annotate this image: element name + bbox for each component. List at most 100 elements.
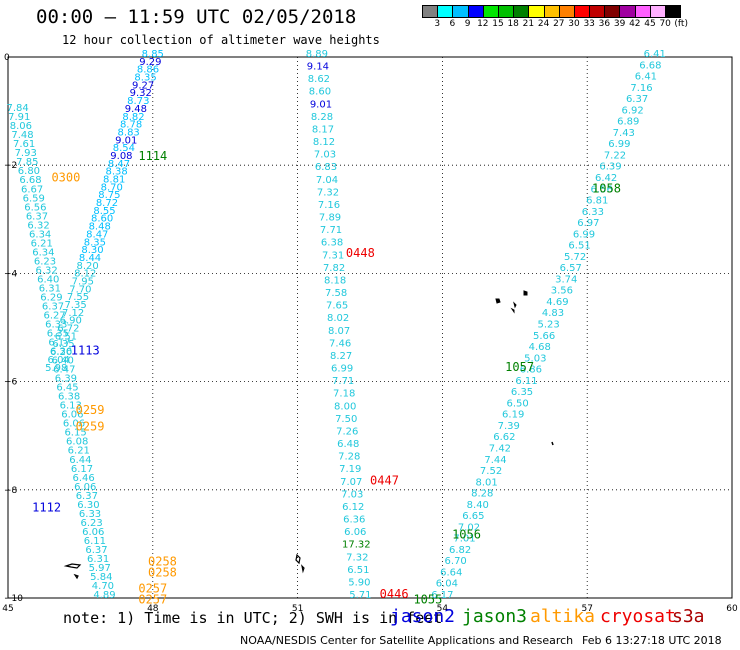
wave-height-value: 6.37 — [42, 301, 64, 312]
wave-height-value: 6.13 — [60, 401, 82, 412]
wave-height-value: 6.41 — [635, 72, 657, 83]
pass-time-label: 0300 — [51, 170, 80, 184]
wave-height-value: 6.33 — [582, 207, 604, 218]
wave-height-value: 6.65 — [462, 511, 484, 522]
wave-height-value: 6.06 — [82, 527, 104, 538]
wave-height-value: 8.82 — [122, 112, 144, 123]
wave-height-value: 7.22 — [604, 150, 626, 161]
island-seychelles — [495, 290, 528, 314]
wave-height-value: 6.11 — [515, 376, 537, 387]
wave-height-value: 6.39 — [599, 162, 621, 173]
wave-height-value: 6.38 — [321, 238, 343, 249]
wave-height-value: 6.70 — [445, 556, 467, 567]
wave-height-value: 7.28 — [338, 452, 360, 463]
colorbar-label: 3 — [434, 19, 441, 29]
wave-height-value: 6.29 — [40, 292, 62, 303]
pass-time-label: 1057 — [505, 360, 534, 374]
lat-tick-label: −6 — [4, 378, 18, 388]
wave-height-value: 7.32 — [317, 187, 339, 198]
wave-height-value: 6.31 — [39, 283, 61, 294]
wave-height-value: 8.83 — [118, 127, 140, 138]
pass-time-label: 0447 — [370, 473, 399, 487]
wave-height-value: 6.31 — [87, 554, 109, 565]
pass-time-label: 0259 — [76, 403, 105, 417]
colorbar-label: 21 — [522, 19, 535, 29]
colorbar-label: 9 — [464, 19, 471, 29]
pass-time-label: 0446 — [380, 587, 409, 601]
wave-height-value: 8.86 — [137, 65, 159, 76]
wave-height-value: 9.29 — [139, 57, 161, 68]
wave-height-value: 6.45 — [56, 383, 78, 394]
wave-height-value: 7.84 — [7, 103, 29, 114]
wave-height-value: 8.17 — [312, 124, 334, 135]
wave-height-value: 6.68 — [639, 60, 661, 71]
wave-height-value: 7.16 — [630, 83, 652, 94]
wave-height-value: 8.55 — [93, 206, 115, 217]
wave-height-value: 6.92 — [622, 105, 644, 116]
wave-height-value: 6.06 — [61, 410, 83, 421]
colorbar-label: 18 — [507, 19, 519, 29]
wave-height-value: 6.36 — [343, 515, 365, 526]
wave-height-value: 8.89 — [306, 49, 328, 60]
map-title: 00:00 – 11:59 UTC 02/05/2018 — [36, 6, 357, 28]
wave-height-value: 8.44 — [79, 253, 101, 264]
wave-height-value: 7.03 — [314, 150, 336, 161]
wave-height-value: 7.01 — [453, 534, 475, 545]
wave-height-value: 7.31 — [322, 250, 344, 261]
wave-height-value: 6.20 — [50, 347, 72, 358]
wave-height-value: 6.27 — [44, 310, 66, 321]
wave-height-value: 6.12 — [342, 502, 364, 513]
map-subtitle: 12 hour collection of altimeter wave hei… — [62, 33, 380, 47]
wave-height-value: 4.68 — [529, 342, 551, 353]
wave-height-value: 6.99 — [331, 364, 353, 375]
wave-height-value: 8.07 — [328, 326, 350, 337]
pass-time-label: 0258 — [148, 565, 177, 579]
wave-height-value: 6.33 — [79, 509, 101, 520]
lon-tick-label: 45 — [2, 604, 13, 614]
lat-tick-label: −2 — [4, 161, 17, 171]
islands — [63, 290, 554, 580]
wave-height-value: 6.35 — [47, 329, 69, 340]
pass-time-label: 1114 — [138, 149, 167, 163]
wave-height-value: 8.18 — [324, 275, 346, 286]
colorbar-label: 39 — [613, 19, 626, 29]
lon-tick-label: 51 — [292, 604, 303, 614]
wave-height-value: 7.07 — [340, 477, 362, 488]
colorbar-label: 6 — [449, 19, 456, 29]
wave-height-value: 6.47 — [53, 365, 75, 376]
colorbar-labels: 3 6 9 12 15 18 21 24 27 30 33 36 39 42 45 70 (ft) — [422, 18, 688, 30]
map-frame — [7, 56, 733, 599]
wave-height-value: 8.20 — [77, 261, 99, 272]
wave-height-value: 3.74 — [555, 274, 577, 285]
pass-time-label: 1113 — [71, 344, 100, 358]
wave-height-value: 9.01 — [310, 99, 332, 110]
wave-height-value: 6.38 — [58, 392, 80, 403]
wave-height-value: 4.83 — [542, 308, 564, 319]
wave-height-value: 6.59 — [23, 193, 45, 204]
colorbar-label: 15 — [492, 19, 504, 29]
wave-height-value: 8.28 — [311, 112, 333, 123]
wave-height-value: 5.23 — [537, 320, 559, 331]
wave-height-value: 8.02 — [327, 313, 349, 324]
colorbar-label: 27 — [553, 19, 565, 29]
wave-height-value: 7.46 — [329, 338, 351, 349]
footer-timestamp: Feb 6 13:27:18 UTC 2018 — [582, 634, 722, 647]
wave-height-value: 5.66 — [533, 331, 555, 342]
wave-height-value: 6.30 — [77, 500, 99, 511]
wave-height-value: 5.98 — [45, 363, 67, 374]
wave-height-value: 7.71 — [320, 225, 342, 236]
wave-height-value: 6.21 — [31, 238, 53, 249]
colorbar-swatches — [422, 5, 682, 18]
wave-height-value: 4.70 — [92, 581, 114, 592]
wave-height-value: 8.47 — [86, 229, 108, 240]
wave-height-value: 6.04 — [436, 579, 458, 590]
lon-tick-label: 48 — [147, 604, 159, 614]
pass-time-label: 0257 — [138, 592, 167, 606]
wave-height-value: 5.84 — [90, 572, 112, 583]
pass-time-label: 1112 — [32, 500, 61, 514]
wave-height-value: 6.40 — [37, 274, 59, 285]
wave-height-value: 6.08 — [66, 437, 88, 448]
wave-height-value: 6.64 — [440, 567, 462, 578]
wave-height-value: 8.30 — [81, 245, 103, 256]
